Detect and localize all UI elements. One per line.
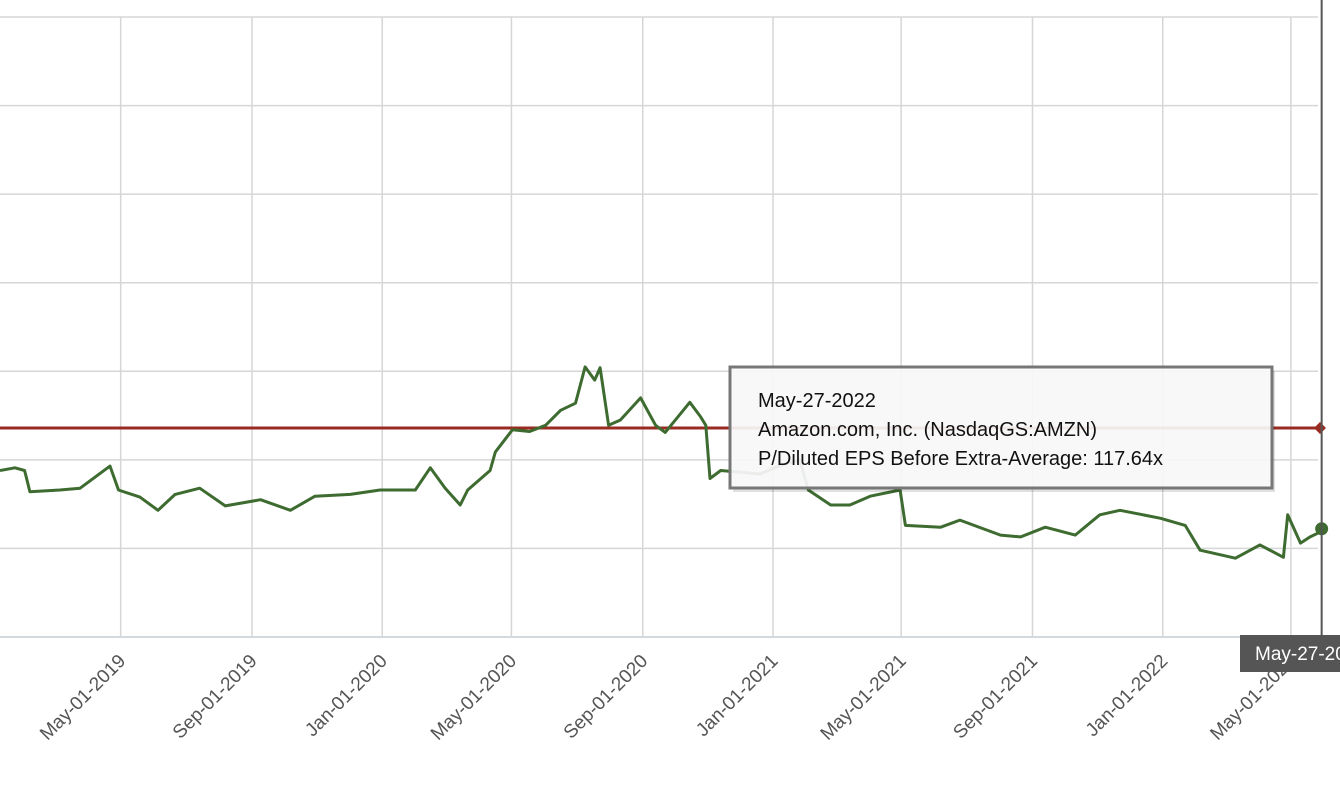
crosshair-label-box xyxy=(1240,635,1340,672)
x-tick-label: Sep-01-2020 xyxy=(560,651,653,744)
x-tick-label: May-01-2019 xyxy=(36,651,130,745)
crosshair-label: May-27-2022 xyxy=(1255,644,1340,665)
tooltip-box xyxy=(728,365,1274,490)
average-marker xyxy=(1314,421,1326,434)
x-tick-label: Sep-01-2021 xyxy=(949,651,1042,744)
x-tick-label: Jan-01-2022 xyxy=(1082,651,1172,741)
x-tick-label: Jan-01-2020 xyxy=(301,651,391,741)
x-tick-label: May-01-2021 xyxy=(817,651,911,745)
x-tick-label: Sep-01-2019 xyxy=(169,651,262,744)
tooltip-company: Amazon.com, Inc. (NasdaqGS:AMZN) xyxy=(758,419,1097,441)
x-tick-label: May-01-2020 xyxy=(427,651,521,745)
x-tick-label: Jan-01-2021 xyxy=(692,651,782,741)
series-line xyxy=(0,365,1320,560)
tooltip-metric: P/Diluted EPS Before Extra-Average: 117.… xyxy=(758,448,1163,470)
tooltip-date: May-27-2022 xyxy=(758,390,876,412)
